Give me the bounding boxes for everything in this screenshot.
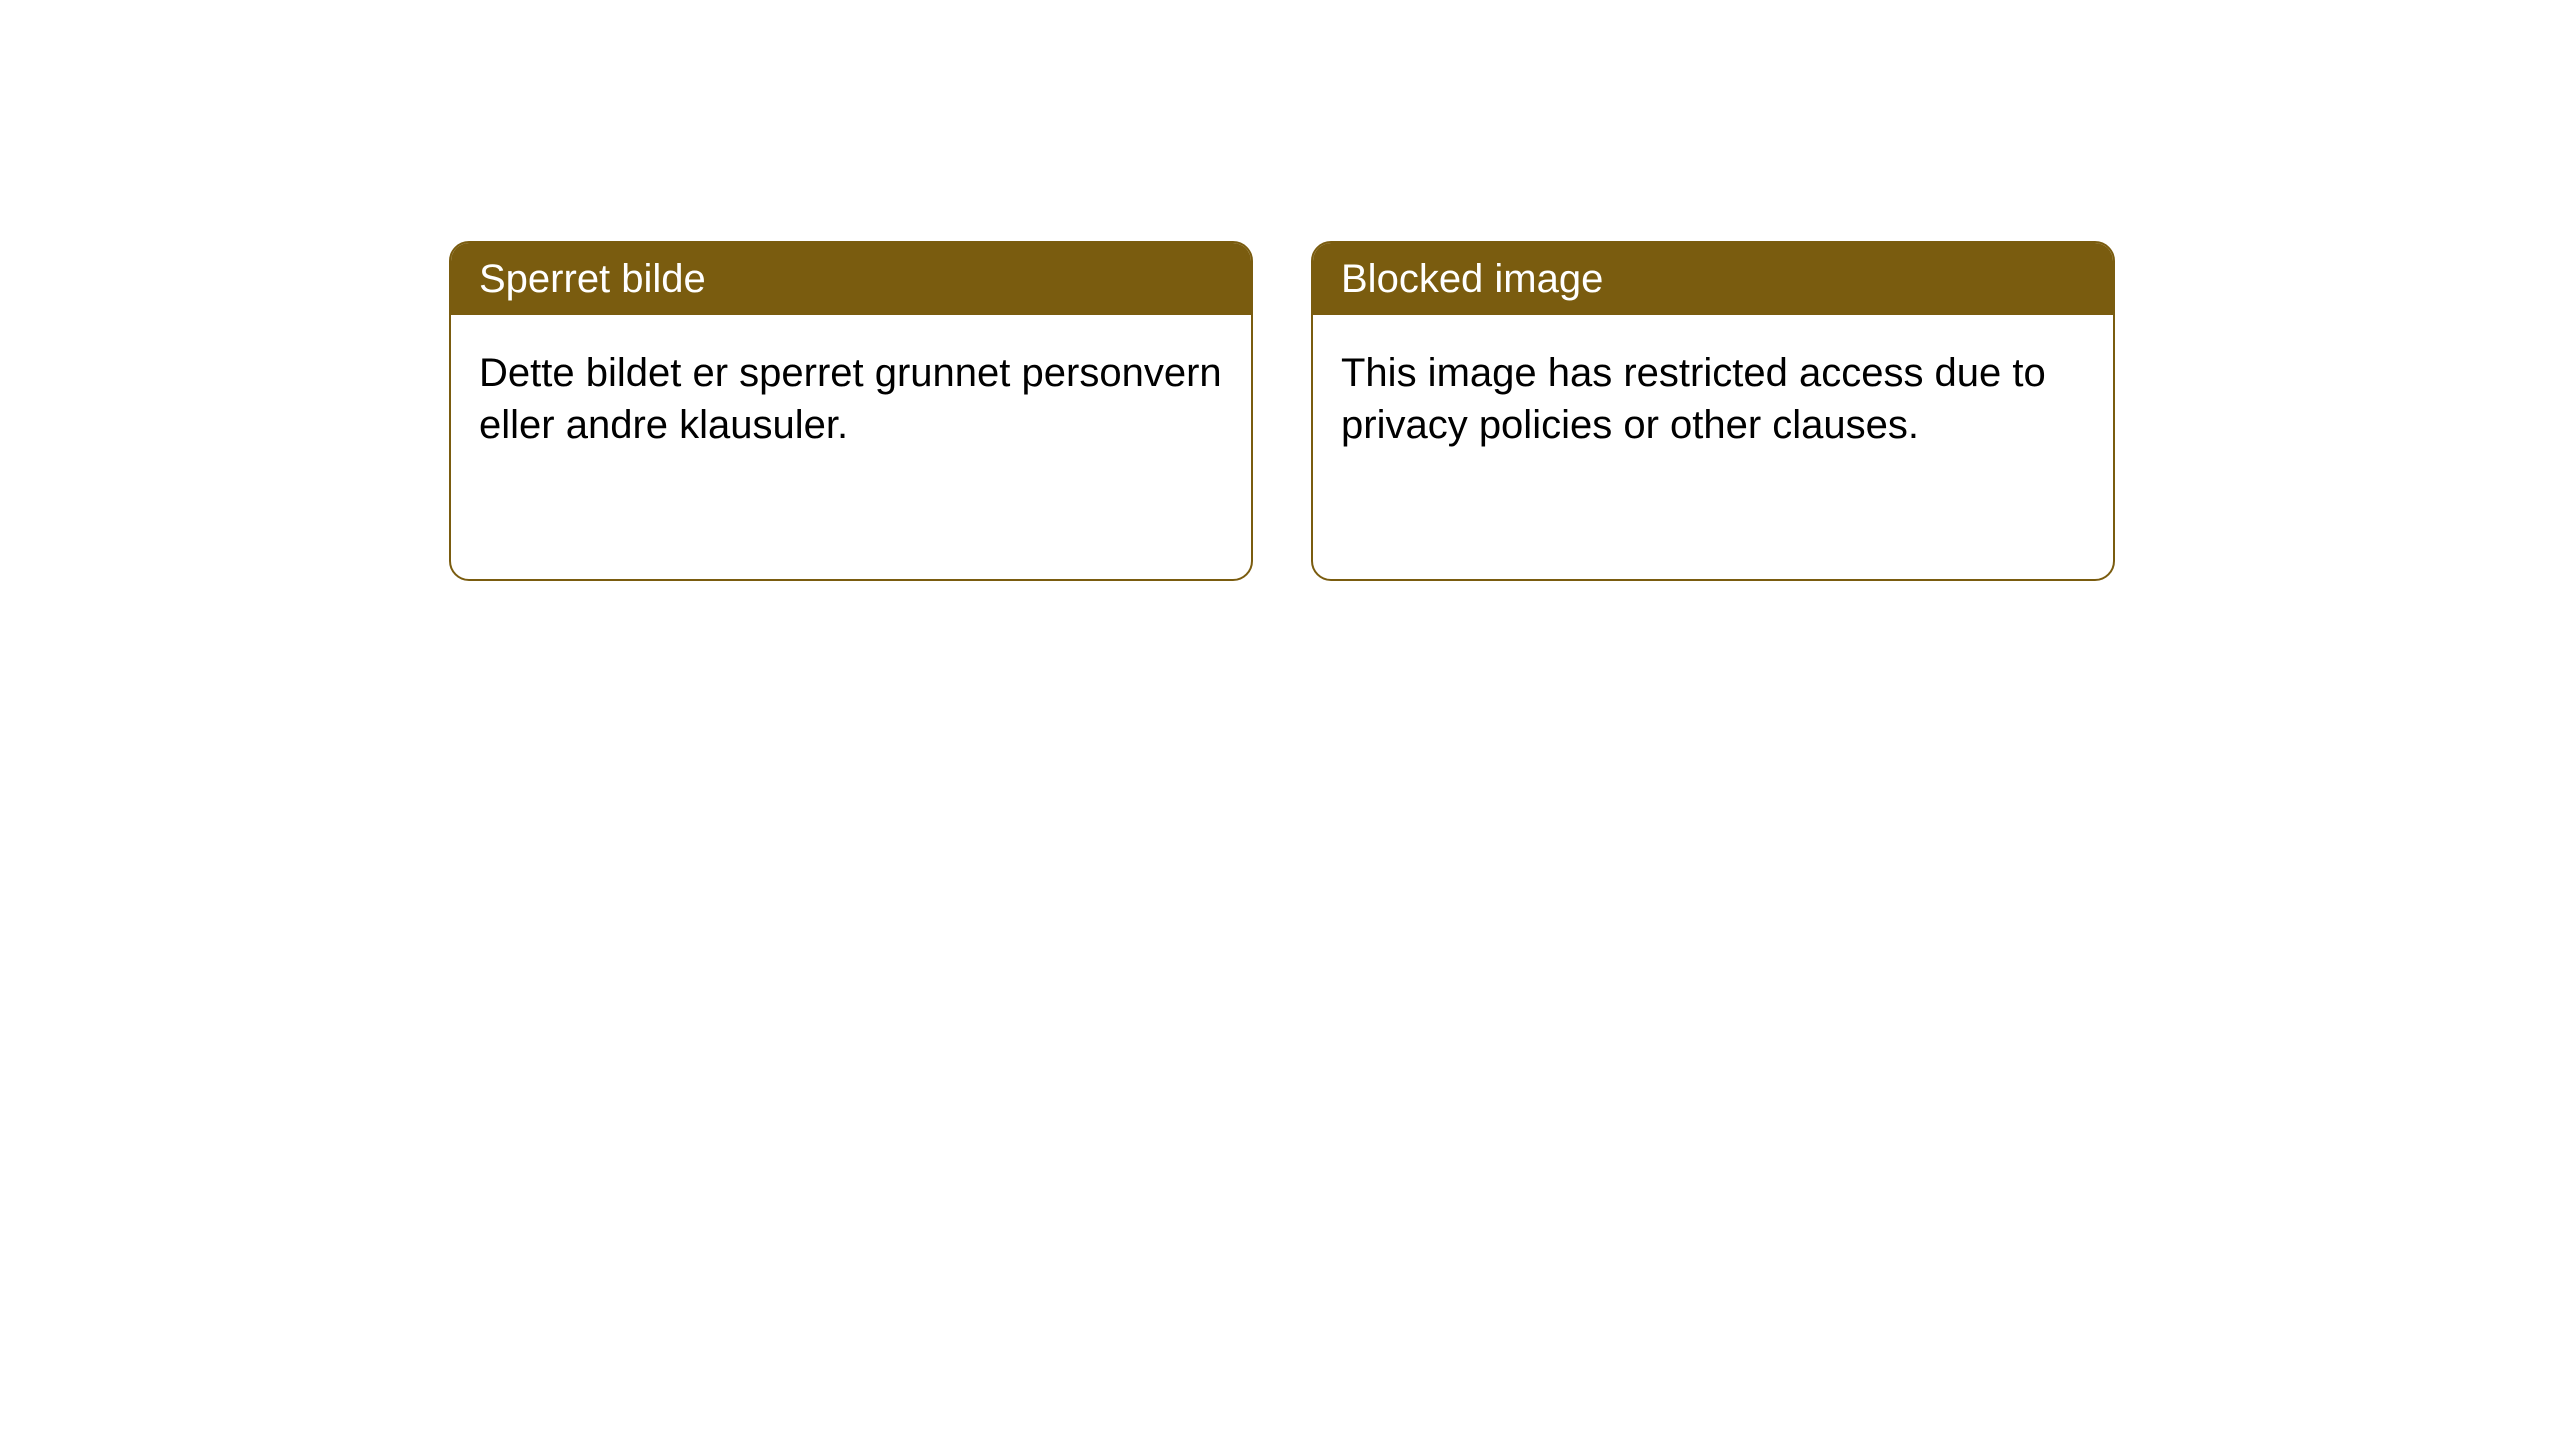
notice-card-english: Blocked image This image has restricted … (1311, 241, 2115, 581)
notice-title: Blocked image (1313, 243, 2113, 315)
notice-container: Sperret bilde Dette bildet er sperret gr… (0, 0, 2560, 581)
notice-card-norwegian: Sperret bilde Dette bildet er sperret gr… (449, 241, 1253, 581)
notice-title: Sperret bilde (451, 243, 1251, 315)
notice-body: Dette bildet er sperret grunnet personve… (451, 315, 1251, 483)
notice-body: This image has restricted access due to … (1313, 315, 2113, 483)
